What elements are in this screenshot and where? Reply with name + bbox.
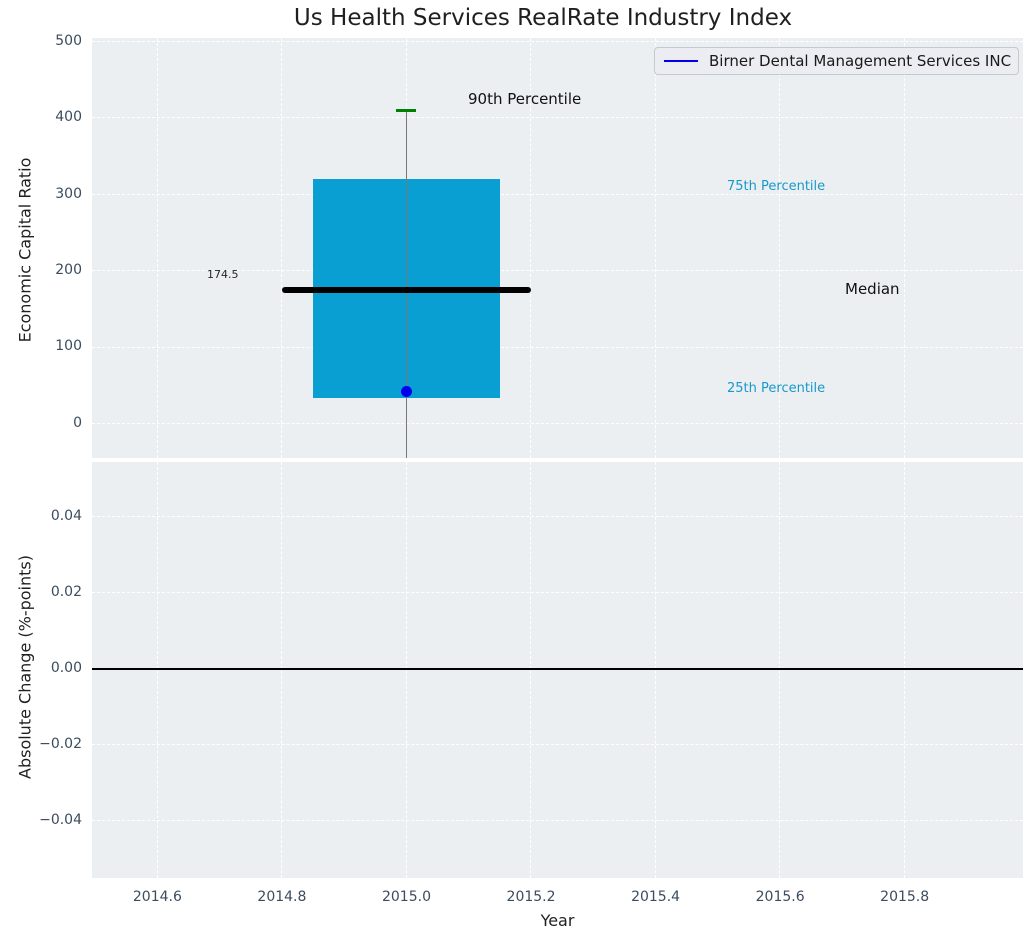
median-line [281,287,532,294]
gridline-vertical [281,38,283,458]
gridline-horizontal [92,820,1023,822]
y-tick-label: 100 [55,338,82,355]
gridline-horizontal [92,270,1023,272]
gridline-horizontal [92,516,1023,518]
x-tick-label: 2014.8 [257,889,307,905]
whisker-cap-90th-percentile [396,109,417,113]
gridline-vertical [281,462,283,878]
whisker-line [405,110,408,458]
y-axis-label-economic-capital-ratio: Economic Capital Ratio [15,157,35,343]
y-tick-label: 400 [55,109,82,126]
y-tick-label: 0 [73,414,82,431]
y-axis-label-absolute-change: Absolute Change (%-points) [15,555,35,779]
gridline-horizontal [92,346,1023,348]
gridline-vertical [530,38,532,458]
legend-label: Birner Dental Management Services INC [709,52,1012,70]
y-tick-label: 500 [55,32,82,49]
y-tick-label: 0.04 [50,508,82,525]
gridline-horizontal [92,744,1023,746]
y-tick-label: −0.04 [39,812,82,828]
gridline-horizontal [92,117,1023,119]
gridline-horizontal [92,422,1023,424]
y-tick-label: 300 [55,185,82,202]
x-tick-label: 2015.0 [381,889,431,905]
y-tick-label: 200 [55,261,82,278]
company-point-marker [400,386,412,398]
axes-absolute-change [92,462,1023,878]
x-axis-label-year: Year [540,911,575,930]
gridline-horizontal [92,592,1023,594]
x-tick-label: 2015.4 [631,889,681,905]
y-tick-label: 0.00 [50,660,82,677]
y-tick-label: −0.02 [39,736,82,753]
annotation-25th-percentile: 25th Percentile [727,381,826,396]
gridline-vertical [903,462,905,878]
gridline-vertical [779,38,781,458]
gridline-vertical [530,462,532,878]
axes-economic-capital-ratio [92,38,1023,458]
legend: Birner Dental Management Services INC [654,47,1019,75]
x-tick-label: 2014.6 [132,889,182,905]
gridline-vertical [779,462,781,878]
gridline-vertical [903,38,905,458]
chart-title: Us Health Services RealRate Industry Ind… [293,5,793,31]
x-tick-label: 2015.8 [880,889,930,905]
x-tick-label: 2015.2 [506,889,556,905]
gridline-horizontal [92,193,1023,195]
x-tick-label: 2015.6 [755,889,805,905]
gridline-vertical [654,462,656,878]
gridline-vertical [156,38,158,458]
gridline-vertical [405,462,407,878]
annotation-median-value: 174.5 [207,268,239,281]
gridline-horizontal [92,41,1023,43]
annotation-median: Median [845,280,900,298]
legend-line-icon [664,60,698,62]
gridline-vertical [156,462,158,878]
gridline-vertical [654,38,656,458]
zero-reference-line [92,668,1023,670]
annotation-90th-percentile: 90th Percentile [468,90,582,108]
y-tick-label: 0.02 [50,584,82,601]
annotation-75th-percentile: 75th Percentile [727,179,826,194]
